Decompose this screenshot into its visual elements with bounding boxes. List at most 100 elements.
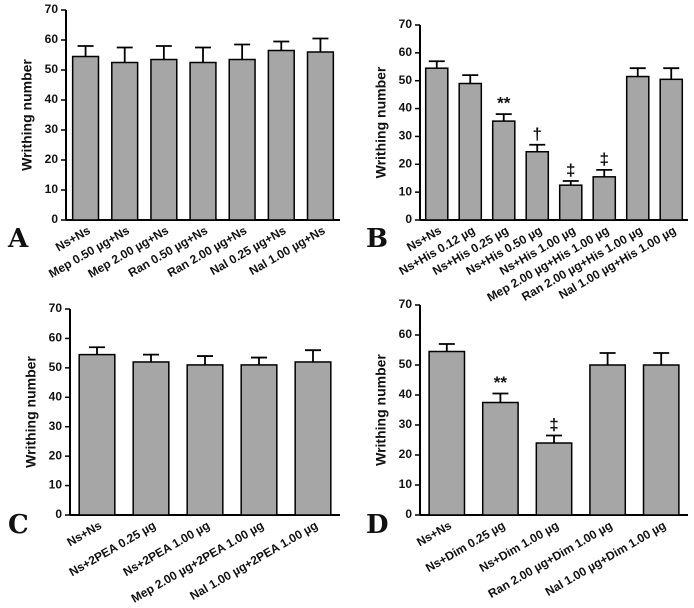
x-tick-label: Ns+Ns	[64, 518, 104, 549]
y-tick-label: 70	[399, 17, 413, 31]
significance-label: †	[533, 124, 542, 143]
error-bar	[116, 46, 133, 63]
y-tick-label: 10	[45, 182, 59, 196]
panel-label: B	[366, 224, 388, 254]
bar	[189, 61, 217, 221]
y-tick-label: 10	[399, 477, 413, 491]
error-bar	[492, 392, 509, 403]
y-tick-label: 50	[399, 73, 413, 87]
bar	[150, 58, 178, 221]
error-bar	[312, 37, 329, 52]
panel-label: C	[8, 510, 29, 540]
error-bar	[438, 343, 455, 352]
bar	[535, 442, 573, 516]
y-tick-label: 70	[399, 297, 413, 311]
y-tick-label: 40	[49, 389, 63, 403]
y-tick-label: 20	[45, 152, 59, 166]
y-tick-label: 30	[49, 419, 63, 433]
error-bar	[305, 349, 321, 362]
error-bar	[234, 43, 251, 60]
y-tick-label: 30	[45, 122, 59, 136]
y-tick-label: 10	[49, 478, 63, 492]
y-tick-label: 30	[399, 417, 413, 431]
significance-label: **	[497, 94, 511, 113]
y-tick-label: 60	[49, 331, 63, 345]
bar	[294, 361, 332, 516]
error-bar	[562, 180, 579, 186]
bar	[625, 75, 650, 221]
y-tick-label: 30	[399, 129, 413, 143]
bar	[428, 350, 466, 516]
error-bar	[546, 434, 562, 443]
error-bar	[143, 353, 159, 362]
bar	[71, 55, 100, 221]
y-tick-label: 20	[399, 447, 413, 461]
y-tick-label: 0	[55, 507, 62, 521]
panel-label: A	[7, 224, 29, 254]
bar	[306, 51, 335, 221]
y-axis-label: Writhing number	[373, 66, 389, 178]
bar	[659, 78, 684, 221]
y-tick-label: 0	[51, 212, 58, 226]
y-tick-label: 50	[399, 357, 413, 371]
y-tick-label: 10	[399, 184, 413, 198]
y-tick-label: 60	[45, 32, 59, 46]
error-bar	[629, 67, 646, 77]
y-tick-label: 60	[399, 327, 413, 341]
y-tick-label: 70	[45, 2, 59, 16]
significance-label: ‡	[566, 160, 575, 179]
y-tick-label: 20	[49, 448, 63, 462]
error-bar	[663, 67, 680, 80]
error-bar	[89, 346, 105, 355]
error-bar	[653, 352, 670, 365]
bar	[558, 184, 583, 221]
significance-label: ‡	[600, 149, 609, 168]
y-tick-label: 40	[45, 92, 59, 106]
error-bar	[596, 168, 613, 177]
error-bar	[273, 40, 290, 51]
bar	[228, 58, 256, 221]
error-bar	[529, 143, 546, 152]
bar	[267, 49, 295, 221]
y-tick-label: 0	[405, 507, 412, 521]
y-axis-label: Writhing number	[23, 356, 39, 468]
bar	[424, 67, 449, 221]
y-axis-label: Writhing number	[19, 59, 35, 171]
error-bar	[77, 45, 94, 57]
bar	[458, 82, 483, 221]
y-tick-label: 50	[49, 360, 63, 374]
y-tick-label: 0	[405, 212, 412, 226]
error-bar	[462, 74, 479, 84]
y-tick-label: 70	[49, 301, 63, 315]
y-tick-label: 40	[399, 387, 413, 401]
bar	[589, 364, 627, 516]
bar	[111, 61, 139, 221]
x-tick-label: Ns+Ns	[414, 518, 454, 549]
bar	[481, 401, 519, 516]
bar	[592, 176, 617, 221]
y-tick-label: 50	[45, 62, 59, 76]
error-bar	[428, 60, 445, 69]
bar	[642, 364, 680, 516]
bar	[525, 151, 550, 221]
panel-label: D	[366, 510, 389, 540]
error-bar	[197, 355, 213, 365]
y-tick-label: 20	[399, 156, 413, 170]
error-bar	[251, 356, 267, 365]
y-axis-label: Writhing number	[373, 354, 389, 466]
error-bar	[195, 46, 211, 63]
y-tick-label: 60	[399, 45, 413, 59]
significance-label: **	[494, 373, 508, 392]
error-bar	[495, 113, 512, 122]
significance-label: ‡	[549, 415, 558, 434]
bar	[132, 361, 170, 516]
bar	[491, 120, 516, 221]
bar	[240, 364, 278, 516]
y-tick-label: 40	[399, 101, 413, 115]
bar	[78, 353, 116, 516]
bar	[186, 364, 224, 516]
error-bar	[599, 352, 616, 365]
error-bar	[155, 45, 172, 60]
